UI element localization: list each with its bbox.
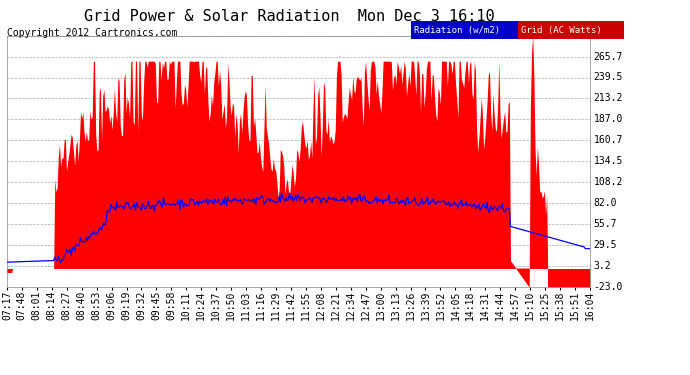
Text: Copyright 2012 Cartronics.com: Copyright 2012 Cartronics.com bbox=[7, 28, 177, 38]
Text: 82.0: 82.0 bbox=[593, 198, 617, 208]
Text: 3.2: 3.2 bbox=[593, 261, 611, 271]
Text: 55.7: 55.7 bbox=[593, 219, 617, 229]
Text: 187.0: 187.0 bbox=[593, 114, 623, 125]
Text: 213.2: 213.2 bbox=[593, 93, 623, 104]
Text: 239.5: 239.5 bbox=[593, 72, 623, 82]
Text: 108.2: 108.2 bbox=[593, 177, 623, 187]
Text: 29.5: 29.5 bbox=[593, 240, 617, 250]
Text: 134.5: 134.5 bbox=[593, 156, 623, 166]
Text: Radiation (w/m2): Radiation (w/m2) bbox=[414, 26, 500, 35]
Text: Grid Power & Solar Radiation  Mon Dec 3 16:10: Grid Power & Solar Radiation Mon Dec 3 1… bbox=[84, 9, 495, 24]
Text: Grid (AC Watts): Grid (AC Watts) bbox=[521, 26, 602, 35]
Text: 292.0: 292.0 bbox=[593, 31, 623, 40]
Text: 160.7: 160.7 bbox=[593, 135, 623, 146]
Text: -23.0: -23.0 bbox=[593, 282, 623, 292]
Text: 265.7: 265.7 bbox=[593, 52, 623, 62]
